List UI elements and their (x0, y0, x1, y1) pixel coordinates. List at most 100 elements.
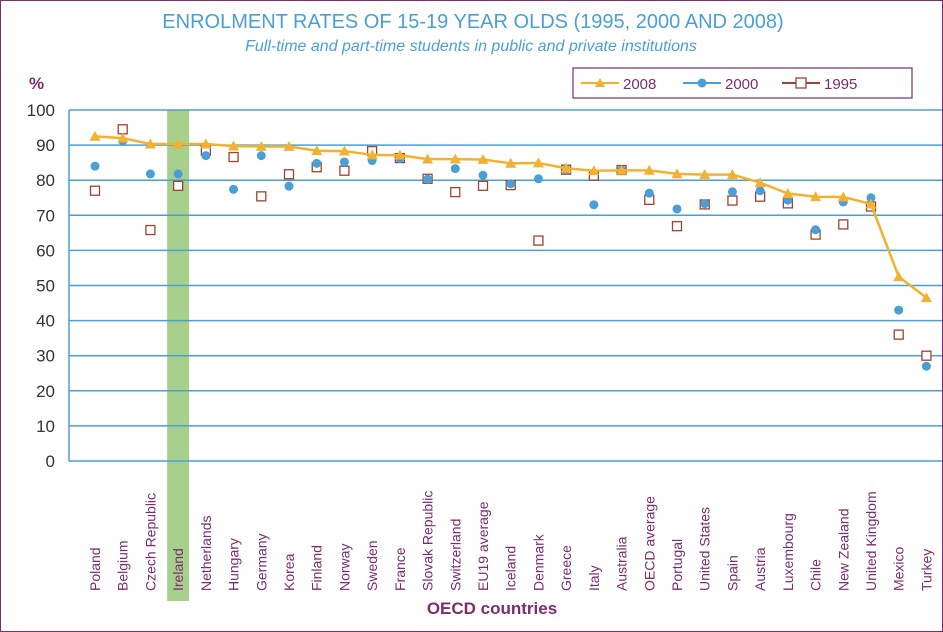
x-tick-label-switzerland: Switzerland (447, 519, 463, 591)
x-tick-label-united-kingdom: United Kingdom (863, 491, 879, 591)
point-2000-czech-republic (145, 169, 155, 179)
point-1995-ireland (172, 180, 184, 191)
point-2008-mexico (893, 271, 905, 282)
point-1995-hungary (228, 151, 239, 163)
point-1995-switzerland (450, 186, 461, 198)
x-tick-label-slovak-republic: Slovak Republic (420, 491, 436, 591)
x-tick-label-spain: Spain (724, 555, 740, 591)
point-1995-new-zealand (838, 219, 849, 230)
point-2000-switzerland (450, 164, 460, 174)
y-tick-layer: 0 10 20 30 40 50 60 70 80 90 100 (27, 101, 55, 471)
x-tick-label-sweden: Sweden (364, 540, 380, 591)
point-2000-italy (589, 200, 599, 210)
series-2000 (90, 136, 931, 371)
point-2008-spain (726, 169, 738, 179)
point-2008-ireland (172, 138, 184, 149)
x-tick-label-new-zealand: New Zealand (835, 509, 851, 592)
series-1995 (89, 124, 932, 361)
point-1995-mexico (893, 329, 904, 340)
y-axis-label: % (29, 74, 44, 93)
x-tick-label-greece: Greece (558, 545, 574, 591)
x-tick-label-oecd-average: OECD average (641, 496, 657, 591)
point-2000-netherlands (201, 151, 211, 161)
point-1995-eu19-average (477, 180, 489, 191)
x-axis-label: OECD countries (427, 599, 557, 618)
point-2000-norway (339, 157, 349, 167)
point-2000-united-states (700, 199, 710, 209)
series-2008 (89, 130, 932, 303)
point-2008-hungary (228, 140, 240, 151)
point-2000-iceland (506, 179, 516, 189)
x-tick-label-poland: Poland (87, 547, 103, 591)
legend-label-2000: 2000 (725, 76, 758, 93)
x-tick-label-iceland: Iceland (503, 546, 519, 591)
x-tick-label-turkey: Turkey (918, 549, 934, 591)
legend: 2008 2000 1995 (572, 67, 913, 99)
x-tick-label-czech-republic: Czech Republic (142, 493, 158, 591)
legend-label-2008: 2008 (623, 76, 656, 93)
point-1995-korea (283, 169, 295, 180)
legend-label-1995: 1995 (824, 76, 857, 93)
point-2008-turkey (920, 292, 932, 303)
y-tick-label: 100 (27, 101, 55, 120)
point-1995-portugal (671, 221, 683, 232)
y-tick-label: 30 (36, 347, 55, 366)
point-2000-mexico (894, 305, 904, 315)
point-2008-chile (810, 191, 822, 202)
x-tick-label-eu19-average: EU19 average (475, 501, 491, 591)
point-2008-italy (588, 165, 600, 176)
point-2008-portugal (671, 168, 683, 179)
point-2008-sweden (366, 149, 378, 160)
point-1995-germany (256, 191, 267, 202)
point-2000-eu19-average (478, 170, 488, 180)
point-1995-turkey (921, 350, 932, 361)
point-2000-korea (284, 181, 294, 191)
point-2008-poland (89, 130, 101, 141)
x-tick-label-denmark: Denmark (530, 533, 546, 591)
point-2000-chile (811, 225, 821, 235)
point-2008-finland (311, 145, 323, 156)
point-2008-united-states (699, 169, 711, 179)
point-2000-oecd-average (644, 188, 654, 198)
chart-title: ENROLMENT RATES OF 15-19 YEAR OLDS (1995… (162, 11, 783, 33)
x-tick-label-netherlands: Netherlands (198, 516, 214, 592)
x-tick-label-austria: Austria (752, 547, 768, 591)
y-tick-label: 40 (36, 312, 55, 331)
point-2000-poland (90, 161, 100, 171)
x-tick-label-portugal: Portugal (669, 539, 685, 591)
point-2008-switzerland (449, 153, 461, 164)
point-2008-slovak-republic (422, 153, 434, 164)
point-2000-denmark (533, 174, 543, 184)
point-1995-spain (727, 195, 738, 206)
y-tick-label: 90 (36, 136, 55, 155)
x-tick-label-australia: Australia (614, 536, 630, 591)
point-2008-iceland (505, 157, 517, 168)
point-2000-hungary (229, 184, 239, 194)
x-tick-label-france: France (392, 547, 408, 591)
point-2008-denmark (532, 157, 544, 168)
point-2008-eu19-average (477, 153, 489, 164)
y-tick-label: 10 (36, 417, 55, 436)
x-tick-label-united-states: United States (697, 507, 713, 591)
point-2008-austria (754, 177, 766, 188)
point-2000-portugal (672, 204, 682, 214)
y-tick-label: 60 (36, 241, 55, 260)
point-1995-belgium (117, 124, 128, 135)
x-tick-layer: Poland Belgium Czech Republic Ireland Nether… (87, 491, 934, 592)
point-2000-austria (755, 186, 765, 196)
x-tick-label-finland: Finland (309, 545, 325, 591)
grid-layer (68, 109, 942, 462)
point-2000-ireland (173, 169, 183, 179)
point-2000-spain (727, 187, 737, 197)
x-tick-label-hungary: Hungary (226, 538, 242, 591)
point-2000-finland (312, 158, 322, 168)
point-2008-norway (338, 145, 350, 156)
point-2000-slovak-republic (423, 174, 433, 184)
x-tick-label-italy: Italy (586, 565, 602, 591)
point-2008-oecd-average (643, 164, 655, 175)
point-2000-germany (256, 151, 266, 161)
x-tick-label-chile: Chile (808, 559, 824, 591)
point-2008-new-zealand (837, 191, 849, 202)
